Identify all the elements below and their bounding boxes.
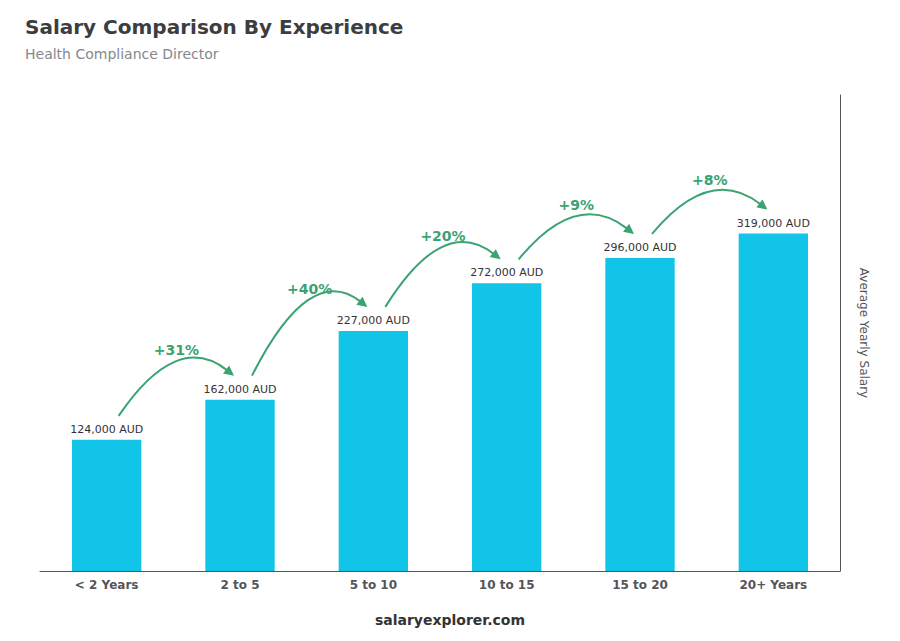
svg-text:+40%: +40% <box>287 281 332 297</box>
svg-text:< 2 Years: < 2 Years <box>75 578 139 592</box>
svg-text:272,000 AUD: 272,000 AUD <box>470 266 543 279</box>
svg-text:20+ Years: 20+ Years <box>739 578 807 592</box>
svg-text:+20%: +20% <box>420 228 465 244</box>
svg-text:Salary Comparison By Experienc: Salary Comparison By Experience <box>25 15 403 39</box>
svg-text:+9%: +9% <box>559 197 595 213</box>
svg-text:5 to 10: 5 to 10 <box>350 578 397 592</box>
svg-text:+8%: +8% <box>692 172 728 188</box>
svg-text:227,000 AUD: 227,000 AUD <box>337 314 410 327</box>
svg-text:Health Compliance Director: Health Compliance Director <box>25 46 219 62</box>
svg-text:124,000 AUD: 124,000 AUD <box>70 423 143 436</box>
svg-text:+31%: +31% <box>154 342 199 358</box>
svg-text:Average Yearly Salary: Average Yearly Salary <box>857 268 871 398</box>
svg-text:162,000 AUD: 162,000 AUD <box>203 383 276 396</box>
svg-text:319,000 AUD: 319,000 AUD <box>737 217 810 230</box>
svg-text:15 to 20: 15 to 20 <box>612 578 668 592</box>
svg-text:2 to 5: 2 to 5 <box>220 578 259 592</box>
svg-text:10 to 15: 10 to 15 <box>479 578 535 592</box>
svg-text:salaryexplorer.com: salaryexplorer.com <box>375 612 525 628</box>
svg-text:296,000 AUD: 296,000 AUD <box>603 241 676 254</box>
